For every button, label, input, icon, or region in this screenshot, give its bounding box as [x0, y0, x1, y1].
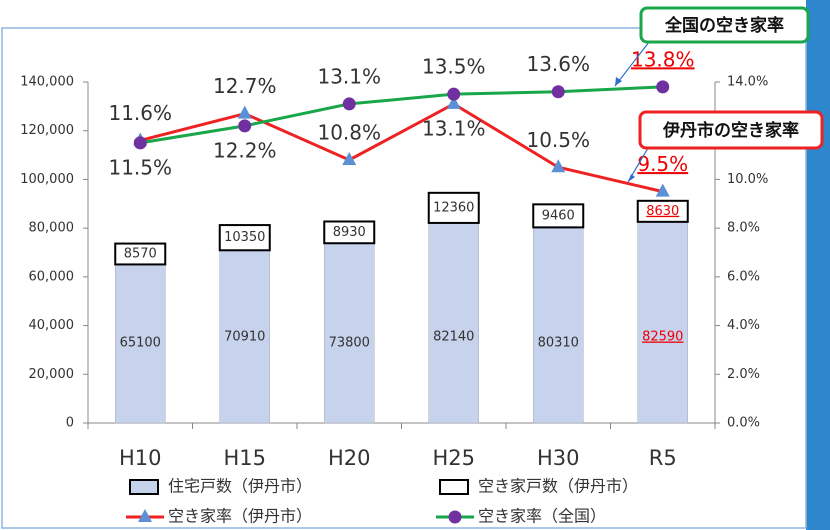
bar-label: 82590 [642, 330, 683, 345]
y2-tick-label: 4.0% [727, 318, 760, 333]
frame [1, 27, 807, 529]
x-tick-label: H20 [328, 446, 371, 470]
bar [636, 199, 689, 223]
bar-label: 8630 [646, 204, 679, 219]
bar-label: 10350 [224, 230, 265, 245]
x-tick-label: H15 [223, 446, 266, 470]
y2-tick-label: 8.0% [727, 221, 760, 236]
line-label: 13.1% [317, 64, 381, 88]
bar-label: 70910 [224, 330, 265, 345]
marker [551, 159, 566, 173]
y-tick-label: 100,000 [20, 172, 74, 187]
bar [427, 191, 480, 224]
y-tick-label: 40,000 [29, 318, 75, 333]
bar-label: 82140 [433, 330, 474, 345]
marker [655, 183, 670, 197]
bar-label: 65100 [120, 336, 161, 351]
bar [324, 242, 375, 424]
annotation-text: 全国の空き家率 [664, 15, 784, 36]
line [140, 85, 663, 145]
annotation-arrow [614, 41, 650, 87]
marker [133, 136, 147, 150]
bar-label: 8930 [333, 225, 366, 240]
y2-tick-label: 10.0% [727, 172, 768, 187]
y-tick-label: 20,000 [29, 367, 75, 382]
legend-label: 空き家戸数（伊丹市） [478, 477, 638, 496]
line-label: 10.5% [526, 128, 590, 152]
arrow-head [615, 77, 622, 86]
line-label: 12.7% [213, 74, 277, 98]
side-stripe [806, 0, 830, 530]
bar-label: 8570 [124, 246, 157, 261]
y2-tick-label: 14.0% [727, 75, 768, 90]
bar-label: 12360 [433, 200, 474, 215]
bar [218, 224, 271, 252]
line-label: 9.5% [637, 152, 688, 176]
y-tick-label: 0 [66, 416, 74, 431]
marker [342, 151, 357, 165]
y-tick-label: 140,000 [20, 75, 74, 90]
bar [323, 220, 376, 245]
y-tick-label: 120,000 [20, 123, 74, 138]
x-tick-label: H30 [537, 446, 580, 470]
y-tick-label: 60,000 [29, 269, 75, 284]
legend-swatch [439, 479, 469, 495]
y2-tick-label: 6.0% [727, 269, 760, 284]
marker [342, 97, 356, 111]
legend-label: 空き家率（伊丹市） [168, 507, 312, 526]
bar [115, 264, 166, 424]
line-label: 12.2% [213, 138, 277, 162]
x-tick-label: R5 [649, 446, 677, 470]
line [139, 102, 664, 194]
line-label: 13.6% [526, 52, 590, 76]
legend-marker [138, 509, 152, 522]
y-tick-label: 80,000 [29, 221, 75, 236]
bar-label: 9460 [542, 208, 575, 223]
arrow-head [628, 174, 635, 182]
marker [656, 80, 670, 94]
line-label: 13.5% [422, 55, 486, 79]
y2-tick-label: 2.0% [727, 367, 760, 382]
bar [637, 221, 688, 424]
bar [533, 227, 584, 424]
line-label: 10.8% [317, 120, 381, 144]
marker [446, 95, 461, 109]
y2-tick-label: 0.0% [727, 416, 760, 431]
line-label: 13.8% [631, 47, 695, 71]
annotation-box [638, 110, 824, 150]
x-tick-label: H10 [119, 446, 162, 470]
legend-swatch [129, 479, 159, 495]
bar [428, 222, 479, 424]
bar [532, 203, 585, 229]
bar-label: 73800 [329, 336, 370, 351]
bar [114, 242, 167, 266]
line-label: 11.5% [108, 155, 172, 179]
annotation-text: 伊丹市の空き家率 [662, 120, 799, 141]
legend-label: 住宅戸数（伊丹市） [168, 477, 312, 496]
line-label: 11.6% [108, 101, 172, 125]
bar-label: 80310 [538, 336, 579, 351]
x-tick-label: H25 [432, 446, 475, 470]
annotation-box [639, 6, 810, 44]
bar [219, 250, 270, 424]
line-label: 13.1% [422, 116, 486, 140]
marker [237, 105, 252, 119]
marker [551, 85, 565, 99]
legend-label: 空き家率（全国） [478, 507, 606, 526]
marker [447, 87, 461, 101]
legend-marker [448, 510, 462, 524]
marker [238, 119, 252, 133]
